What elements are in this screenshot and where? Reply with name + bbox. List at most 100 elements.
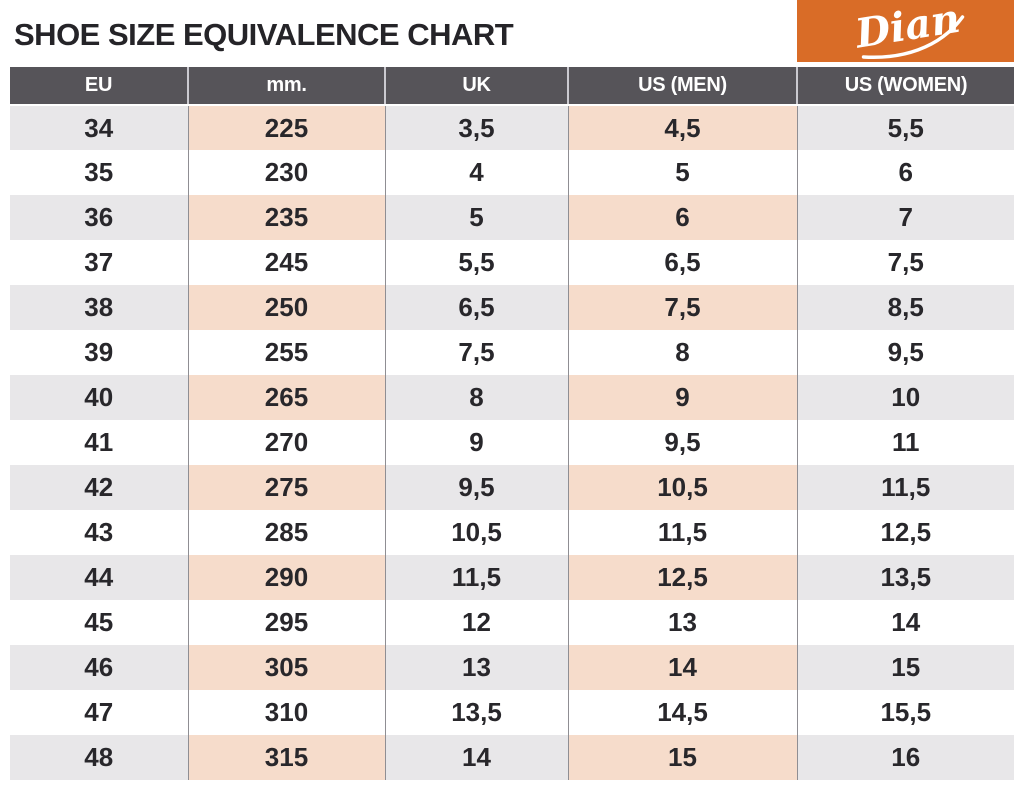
table-cell: 10 <box>796 375 1014 420</box>
table-cell: 9,5 <box>384 465 568 510</box>
table-cell: 11,5 <box>567 510 797 555</box>
logo-underline-flourish <box>861 15 964 60</box>
table-cell: 14 <box>796 600 1014 645</box>
table-cell: 235 <box>187 195 385 240</box>
table-cell: 35 <box>10 150 188 195</box>
table-cell: 7 <box>796 195 1014 240</box>
table-row: 35 230 4 5 6 <box>10 150 1014 195</box>
table-row: 48 315 14 15 16 <box>10 735 1014 780</box>
table-cell: 4 <box>384 150 568 195</box>
table-cell: 6 <box>796 150 1014 195</box>
table-cell: 270 <box>187 420 385 465</box>
table-cell: 8 <box>567 330 797 375</box>
table-cell: 9,5 <box>567 420 797 465</box>
table-cell: 34 <box>10 105 188 150</box>
table-cell: 46 <box>10 645 188 690</box>
table-cell: 13,5 <box>796 555 1014 600</box>
table-row: 36 235 5 6 7 <box>10 195 1014 240</box>
table-cell: 14 <box>384 735 568 780</box>
table-cell: 15,5 <box>796 690 1014 735</box>
table-cell: 9 <box>384 420 568 465</box>
table-cell: 14,5 <box>567 690 797 735</box>
table-cell: 42 <box>10 465 188 510</box>
table-cell: 6,5 <box>384 285 568 330</box>
table-cell: 7,5 <box>796 240 1014 285</box>
table-row: 37 245 5,5 6,5 7,5 <box>10 240 1014 285</box>
table-cell: 9,5 <box>796 330 1014 375</box>
table-cell: 11 <box>796 420 1014 465</box>
table-cell: 305 <box>187 645 385 690</box>
table-cell: 285 <box>187 510 385 555</box>
table-cell: 44 <box>10 555 188 600</box>
table-cell: 8,5 <box>796 285 1014 330</box>
table-cell: 47 <box>10 690 188 735</box>
column-header-us-men: US (MEN) <box>567 67 797 106</box>
table-cell: 7,5 <box>384 330 568 375</box>
table-cell: 245 <box>187 240 385 285</box>
table-row: 40 265 8 9 10 <box>10 375 1014 420</box>
table-row: 45 295 12 13 14 <box>10 600 1014 645</box>
table-cell: 13 <box>384 645 568 690</box>
table-row: 43 285 10,5 11,5 12,5 <box>10 510 1014 555</box>
table-cell: 14 <box>567 645 797 690</box>
size-table: EU mm. UK US (MEN) US (WOMEN) 34 225 3,5 4,… <box>10 67 1014 780</box>
table-cell: 255 <box>187 330 385 375</box>
column-header-mm: mm. <box>187 67 385 106</box>
table-row: 47 310 13,5 14,5 15,5 <box>10 690 1014 735</box>
table-row: 42 275 9,5 10,5 11,5 <box>10 465 1014 510</box>
table-cell: 12,5 <box>567 555 797 600</box>
table-row: 41 270 9 9,5 11 <box>10 420 1014 465</box>
table-cell: 43 <box>10 510 188 555</box>
table-cell: 7,5 <box>567 285 797 330</box>
table-cell: 36 <box>10 195 188 240</box>
table-cell: 275 <box>187 465 385 510</box>
table-cell: 265 <box>187 375 385 420</box>
table-cell: 6 <box>567 195 797 240</box>
table-row: 38 250 6,5 7,5 8,5 <box>10 285 1014 330</box>
page-title: SHOE SIZE EQUIVALENCE CHART <box>14 16 514 52</box>
top-band: SHOE SIZE EQUIVALENCE CHART Dian <box>10 0 1014 63</box>
table-cell: 11,5 <box>796 465 1014 510</box>
column-header-us-women: US (WOMEN) <box>796 67 1014 106</box>
table-cell: 3,5 <box>384 105 568 150</box>
table-cell: 12,5 <box>796 510 1014 555</box>
table-cell: 230 <box>187 150 385 195</box>
size-table-header: EU mm. UK US (MEN) US (WOMEN) <box>10 67 1014 106</box>
table-cell: 11,5 <box>384 555 568 600</box>
table-cell: 5 <box>567 150 797 195</box>
table-cell: 16 <box>796 735 1014 780</box>
table-cell: 39 <box>10 330 188 375</box>
size-table-body: 34 225 3,5 4,5 5,5 35 230 4 5 6 36 235 5 6 7 37 245 5,5 6,… <box>10 105 1014 780</box>
table-cell: 37 <box>10 240 188 285</box>
table-cell: 5,5 <box>796 105 1014 150</box>
brand-logo: Dian <box>797 0 1014 62</box>
brand-logo-icon: Dian <box>851 0 964 60</box>
table-row: 46 305 13 14 15 <box>10 645 1014 690</box>
table-row: 44 290 11,5 12,5 13,5 <box>10 555 1014 600</box>
table-cell: 15 <box>796 645 1014 690</box>
table-cell: 295 <box>187 600 385 645</box>
table-cell: 40 <box>10 375 188 420</box>
table-cell: 315 <box>187 735 385 780</box>
table-cell: 48 <box>10 735 188 780</box>
table-cell: 290 <box>187 555 385 600</box>
brand-logo-text: Dian <box>851 0 963 58</box>
table-cell: 38 <box>10 285 188 330</box>
table-row: 34 225 3,5 4,5 5,5 <box>10 105 1014 150</box>
table-cell: 10,5 <box>567 465 797 510</box>
table-cell: 250 <box>187 285 385 330</box>
table-cell: 13,5 <box>384 690 568 735</box>
table-cell: 5,5 <box>384 240 568 285</box>
column-header-eu: EU <box>10 67 188 106</box>
table-cell: 10,5 <box>384 510 568 555</box>
table-cell: 41 <box>10 420 188 465</box>
table-cell: 13 <box>567 600 797 645</box>
table-row: 39 255 7,5 8 9,5 <box>10 330 1014 375</box>
table-cell: 9 <box>567 375 797 420</box>
table-cell: 6,5 <box>567 240 797 285</box>
table-cell: 15 <box>567 735 797 780</box>
table-cell: 4,5 <box>567 105 797 150</box>
table-cell: 310 <box>187 690 385 735</box>
column-header-uk: UK <box>384 67 568 106</box>
